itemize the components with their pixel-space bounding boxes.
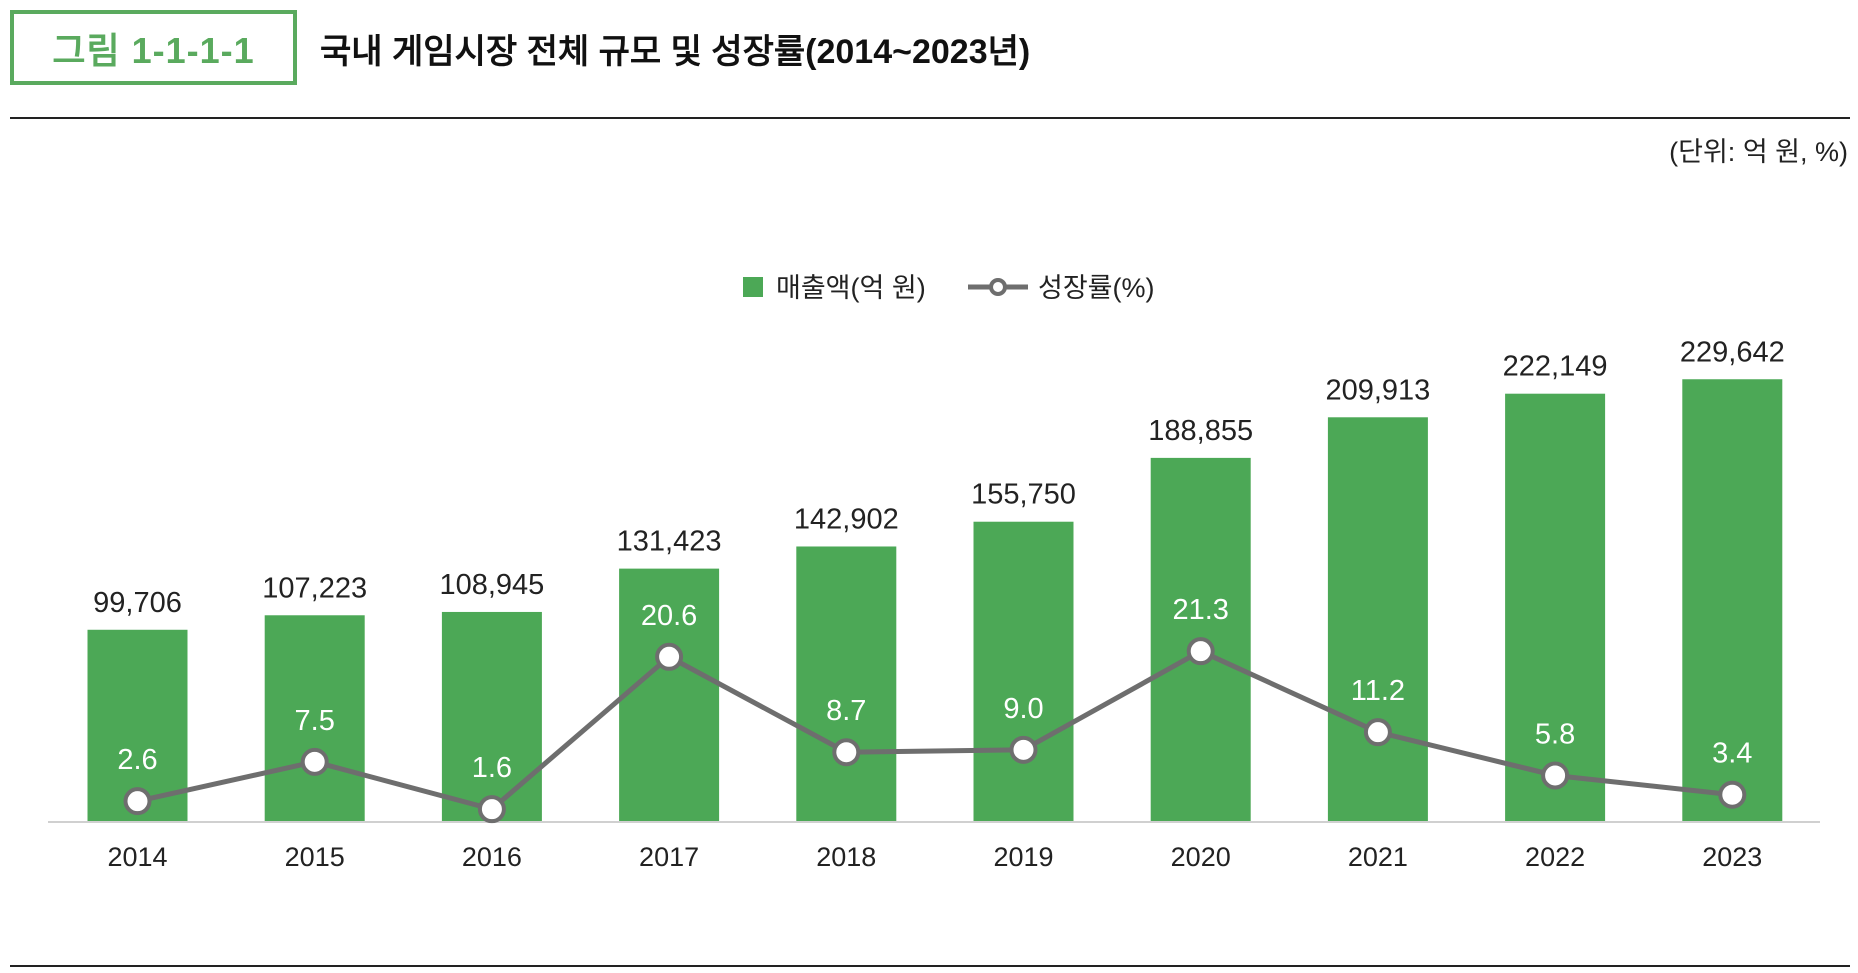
- legend-line-marker: [989, 278, 1007, 296]
- bar-2016: [441, 611, 542, 822]
- growth-rate-point: [1363, 718, 1392, 747]
- bar-2023: [1682, 379, 1783, 822]
- bar-2022: [1505, 393, 1606, 822]
- growth-rate-label: 9.0: [1003, 693, 1043, 725]
- bar-2015: [264, 615, 365, 822]
- top-divider: [10, 117, 1850, 119]
- growth-rate-point: [1718, 780, 1747, 809]
- figure-label-box: 그림 1-1-1-1: [10, 10, 297, 85]
- legend: 매출액(억 원) 성장률(%): [743, 273, 1155, 303]
- bar-value-label: 188,855: [1148, 415, 1253, 447]
- bar-2021: [1327, 417, 1428, 822]
- growth-rate-point: [1541, 761, 1570, 790]
- legend-line-label: 성장률(%): [1038, 273, 1155, 303]
- x-tick-label: 2014: [107, 842, 167, 872]
- growth-rate-point: [832, 738, 861, 767]
- growth-rate-point: [300, 747, 329, 776]
- chart-title: 국내 게임시장 전체 규모 및 성장률(2014~2023년): [320, 33, 1031, 71]
- growth-rate-point: [123, 787, 152, 816]
- bar-value-label: 99,706: [93, 587, 182, 619]
- growth-rate-label: 5.8: [1535, 718, 1575, 750]
- legend-bar-label: 매출액(억 원): [776, 273, 926, 303]
- bar-value-label: 222,149: [1503, 351, 1608, 383]
- bar-value-label: 131,423: [617, 526, 722, 558]
- x-tick-label: 2021: [1348, 842, 1408, 872]
- growth-rate-label: 21.3: [1172, 594, 1228, 626]
- x-tick-label: 2020: [1171, 842, 1231, 872]
- growth-rate-label: 7.5: [295, 705, 335, 737]
- growth-rate-point: [1186, 637, 1215, 666]
- x-tick-label: 2018: [816, 842, 876, 872]
- figure-label: 그림 1-1-1-1: [52, 29, 255, 71]
- growth-rate-label: 8.7: [826, 695, 866, 727]
- x-tick-label: 2019: [993, 842, 1053, 872]
- bar-2017: [619, 568, 720, 822]
- bar-value-label: 229,642: [1680, 336, 1785, 368]
- bar-value-label: 108,945: [439, 569, 544, 601]
- growth-rate-label: 3.4: [1712, 738, 1752, 770]
- growth-rate-line: [136, 648, 1733, 812]
- unit-label: (단위: 억 원, %): [1669, 137, 1848, 167]
- x-tick-label: 2023: [1702, 842, 1762, 872]
- bottom-divider: [10, 965, 1850, 967]
- bar-value-label: 142,902: [794, 503, 899, 535]
- bar-2018: [796, 546, 897, 822]
- growth-rate-label: 20.6: [641, 600, 697, 632]
- x-tick-label: 2015: [285, 842, 345, 872]
- growth-rate-point: [655, 642, 684, 671]
- bar-value-label: 209,913: [1325, 374, 1430, 406]
- growth-rate-label: 1.6: [472, 752, 512, 784]
- bar-value-label: 107,223: [262, 572, 367, 604]
- growth-rate-label: 11.2: [1351, 675, 1405, 707]
- x-tick-label: 2022: [1525, 842, 1585, 872]
- growth-rate-label: 2.6: [117, 744, 157, 776]
- x-tick-label: 2017: [639, 842, 699, 872]
- growth-rate-point: [477, 795, 506, 824]
- legend-bar-swatch: [743, 277, 763, 297]
- growth-rate-point: [1009, 735, 1038, 764]
- x-tick-label: 2016: [462, 842, 522, 872]
- bar-value-label: 155,750: [971, 479, 1076, 511]
- bar-2019: [973, 521, 1074, 822]
